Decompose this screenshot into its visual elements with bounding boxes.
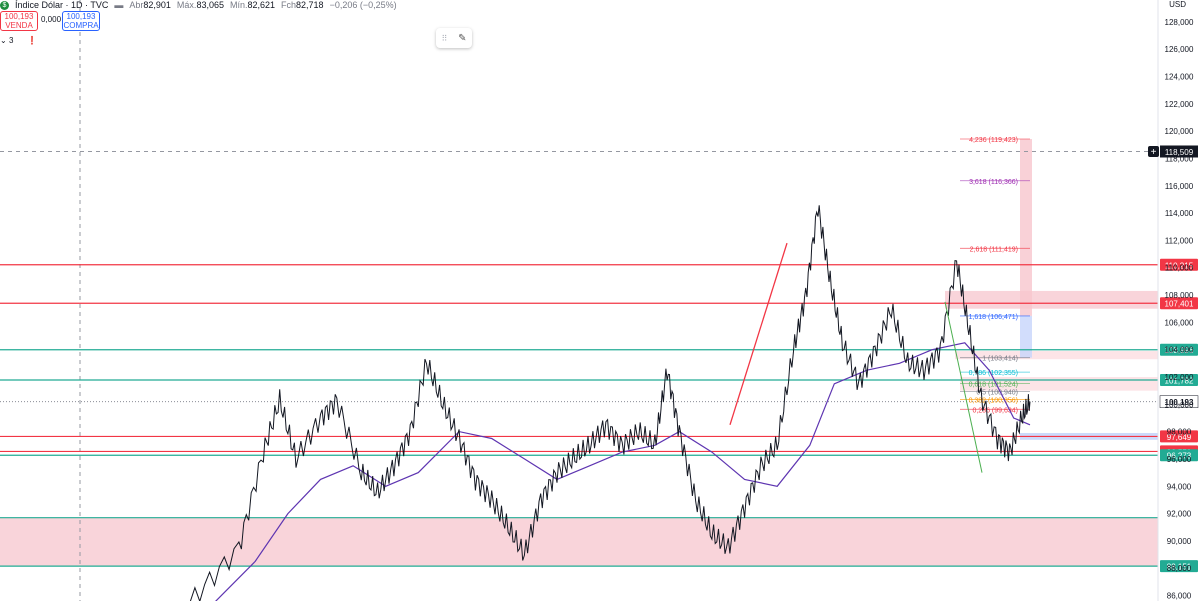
y-tick-12: 110,000 [1165,264,1194,273]
resistance-zone [945,290,1158,309]
level-tag-0: 110,215 [1165,261,1194,270]
y-tick-13: 112,000 [1165,236,1194,245]
crosshair-tag: 118,509 [1165,148,1194,157]
fib-label-8: 0,382 (100,356) [969,397,1018,404]
indicators-toggle[interactable]: ⌄ 3 [0,36,14,45]
y-tick-1: 88,000 [1167,564,1192,573]
level-tag-6: 96,273 [1167,452,1192,461]
y-tick-6: 98,000 [1167,428,1192,437]
fib-label-5: 0,786 (102,355) [969,370,1018,377]
pencil-icon[interactable]: ✎ [458,32,467,44]
y-tick-17: 120,000 [1165,127,1194,136]
level-tag-8: 88,151 [1167,563,1192,572]
spread-value: 0,000 [41,15,62,24]
dollar-icon: $ [0,0,9,10]
price-line [189,205,1031,601]
fib-label-9: 0,236 (99,634) [972,407,1018,414]
y-tick-10: 106,000 [1165,318,1194,327]
level-tag-bg-8 [1160,560,1198,573]
y-tick-2: 90,000 [1167,537,1192,546]
currency-label: USD [1169,0,1186,9]
alert-icon[interactable]: ❗ [27,36,38,45]
crosshair-tag-bg [1160,145,1198,158]
y-tick-3: 92,000 [1167,510,1192,519]
y-tick-8: 102,000 [1165,373,1194,382]
buy-label: COMPRA [63,21,99,30]
ohlc-high: Máx.83,065 [176,0,224,10]
y-tick-16: 118,000 [1165,154,1194,163]
y-tick-15: 116,000 [1165,182,1194,191]
drag-handle-icon[interactable]: ⠿ [441,33,448,43]
level-tag-bg-4 [1160,430,1198,443]
fib-label-7: 0,5 (100,940) [976,389,1018,396]
y-tick-5: 96,000 [1167,455,1192,464]
symbol-header: $ Índice Dólar · 1D · TVC ▬ Abr82,901 Má… [0,0,397,10]
indicator-row: ⌄ 3 ❗ [0,36,37,45]
fib-label-1: 3,618 (116,366) [969,179,1018,186]
level-tag-bg-1 [1160,297,1198,310]
y-tick-11: 108,000 [1165,291,1194,300]
y-tick-21: 128,000 [1165,18,1194,27]
sell-price: 100,193 [4,12,34,21]
ohlc-close: Fch82,718 [281,0,324,10]
fib-label-3: 1,618 (106,471) [969,314,1018,321]
symbol-title[interactable]: Índice Dólar · 1D · TVC [15,0,109,10]
fib-label-0: 4,236 (119,423) [969,137,1018,144]
current-price-tag: 100,193 [1165,398,1194,407]
ohlc-change: −0,206 (−0,25%) [329,0,397,10]
minor-zone [955,351,1158,360]
level-tag-bg-3 [1160,373,1198,386]
level-tag-bg-0 [1160,258,1198,271]
ohlc-low: Mín.82,621 [229,0,276,10]
y-tick-4: 94,000 [1167,482,1192,491]
level-tag-2: 103,996 [1165,346,1194,355]
level-tag-3: 101,782 [1165,376,1194,385]
y-tick-7: 100,000 [1165,400,1194,409]
y-tick-18: 122,000 [1165,100,1194,109]
fib-label-4: 1 (103,414) [982,356,1018,363]
y-tick-0: 86,000 [1167,592,1192,601]
buy-button[interactable]: 100,193 COMPRA [62,11,100,31]
ohlc-open: Abr82,901 [129,0,171,10]
level-tag-1: 107,401 [1165,300,1194,309]
current-price-tag-bg [1159,395,1199,408]
plus-icon: + [1151,147,1157,158]
level-tag-4: 97,649 [1167,433,1192,442]
y-tick-20: 126,000 [1165,45,1194,54]
trend-line-green [944,301,983,473]
projection-box-lower [1020,315,1032,358]
y-tick-9: 104,000 [1165,346,1194,355]
level-tag-bg-6 [1160,449,1198,462]
y-tick-19: 124,000 [1165,72,1194,81]
sell-button[interactable]: 100,193 VENDA [0,11,38,31]
level-tag-bg-2 [1160,343,1198,356]
add-level-icon [1148,145,1159,157]
sell-label: VENDA [5,21,33,30]
fib-label-2: 2,618 (111,419) [970,246,1018,253]
drawing-toolbar[interactable]: ⠿ ✎ [436,28,472,48]
fib-label-6: 0,618 (101,524) [969,381,1018,388]
projection-box-upper [1020,139,1032,316]
trend-line-red [729,242,788,425]
support-zone [0,517,1158,567]
buy-price: 100,193 [66,12,96,21]
y-tick-14: 114,000 [1165,209,1194,218]
eye-icon[interactable]: ▬ [114,0,124,10]
